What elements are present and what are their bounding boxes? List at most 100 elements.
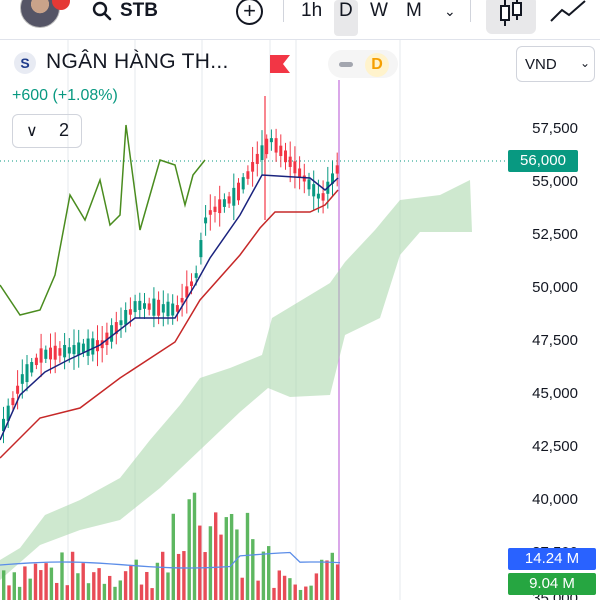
symbol-name[interactable]: NGÂN HÀNG TH...: [46, 50, 229, 73]
candle-body: [81, 343, 85, 353]
candle-body: [208, 210, 212, 215]
candle-body: [241, 177, 245, 190]
candle-body: [39, 348, 43, 363]
volume-bar: [203, 552, 207, 600]
price-tick: 45,000: [532, 385, 578, 402]
volume-bar: [81, 563, 85, 600]
volume-bar: [182, 551, 186, 600]
candle-body: [213, 206, 217, 212]
interval-w[interactable]: W: [370, 0, 388, 21]
add-symbol-button[interactable]: +: [236, 0, 263, 25]
candle-body: [6, 405, 10, 421]
candle-body: [77, 342, 81, 356]
base-line: [0, 189, 339, 459]
stb-logo: S: [14, 52, 36, 74]
candle-body: [110, 325, 114, 342]
volume-bar: [70, 551, 75, 600]
volume-bar: [97, 568, 101, 600]
candle-body: [293, 161, 297, 174]
indicator-count: 2: [59, 120, 70, 140]
candle-body: [269, 138, 273, 143]
chart-type-button[interactable]: [486, 0, 536, 34]
interval-d[interactable]: D: [334, 0, 358, 36]
volume-bar: [150, 588, 154, 600]
candle-body: [114, 322, 118, 335]
price-tick: 40,000: [532, 491, 578, 508]
price-tick: 42,500: [532, 438, 578, 455]
candle-body: [335, 165, 339, 174]
candle-body: [222, 199, 226, 207]
volume-ma-line: [0, 551, 341, 569]
candle-body: [180, 297, 184, 303]
volume-bar: [309, 585, 313, 600]
chevron-down-icon: ⌄: [580, 56, 591, 70]
symbol-search-button[interactable]: STB: [92, 0, 158, 22]
volume-bar: [245, 512, 250, 600]
volume-bar: [298, 589, 303, 600]
trend-line-icon[interactable]: [550, 0, 586, 22]
candle-body: [331, 173, 334, 184]
volume-bar: [161, 551, 165, 600]
volume-bar: [60, 552, 64, 600]
candle-body: [185, 286, 189, 298]
volume-bar: [335, 564, 340, 600]
candle-body: [53, 345, 57, 360]
search-icon: [92, 1, 112, 21]
candle-body: [91, 338, 95, 355]
candle-body: [143, 303, 146, 309]
last-price-label: 56,000: [508, 150, 578, 172]
candle-body: [199, 240, 203, 258]
conversion-line: [0, 174, 339, 441]
candle-body: [218, 199, 222, 214]
candlestick-icon: [500, 0, 522, 26]
volume-bar: [240, 577, 244, 600]
volume-bar: [76, 573, 80, 600]
volume-bar: [314, 573, 319, 600]
volume-bar: [23, 566, 27, 600]
volume-bar: [304, 586, 308, 600]
candle-body: [194, 273, 198, 278]
volume-bar: [166, 572, 170, 600]
volume-bar: [229, 513, 234, 600]
volume-bar: [325, 560, 329, 600]
candle-body: [255, 153, 259, 164]
currency-value: VND: [525, 56, 557, 73]
candle-body: [25, 364, 29, 383]
candle-body: [302, 175, 306, 182]
candle-body: [30, 362, 34, 373]
volume-bar: [49, 567, 54, 600]
candle-body: [161, 304, 165, 313]
candle-body: [265, 138, 269, 155]
candle-body: [307, 179, 311, 190]
volume-bar: [261, 551, 266, 600]
volume-bar: [235, 529, 239, 600]
indicators-toggle[interactable]: ∨ 2: [12, 114, 82, 148]
volume-bar: [171, 513, 175, 600]
candle-body: [63, 344, 67, 358]
candle-body: [246, 171, 250, 179]
volume-bar: [187, 499, 191, 600]
volume-bar: [2, 570, 6, 600]
volume-bar: [293, 584, 297, 600]
candle-body: [298, 168, 302, 178]
interval-1h[interactable]: 1h: [301, 0, 323, 21]
volume-bar: [256, 580, 260, 600]
toolbar-divider: [283, 0, 284, 22]
volume-bar: [102, 583, 107, 600]
candle-body: [11, 397, 15, 406]
candle-body: [227, 196, 231, 204]
candle-body: [67, 347, 71, 354]
volume-bar: [118, 580, 122, 600]
candle-body: [232, 187, 236, 206]
candle-body: [190, 281, 193, 287]
currency-select[interactable]: VND ⌄: [516, 46, 595, 82]
volume-label: 9.04 M: [508, 573, 596, 595]
candle-body: [166, 301, 170, 317]
chevron-down-icon[interactable]: ⌄: [444, 3, 456, 19]
interval-m[interactable]: M: [406, 0, 422, 21]
candle-body: [157, 299, 161, 316]
candle-body: [133, 301, 137, 313]
price-tick: 55,000: [532, 173, 578, 190]
flag-icon[interactable]: [270, 55, 290, 73]
